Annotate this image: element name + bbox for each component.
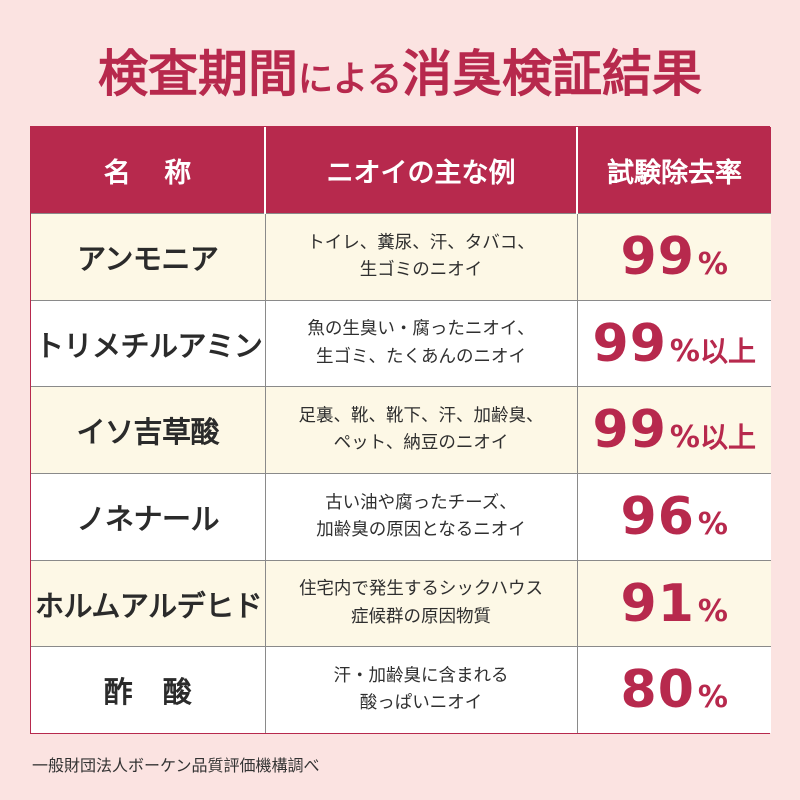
removal-rate: 96% xyxy=(576,473,771,561)
table-row: ノネナール 古い油や腐ったチーズ、 加齢臭の原因となるニオイ 96% xyxy=(31,473,771,561)
rate-unit: % xyxy=(669,420,700,456)
results-grid: 名 称 ニオイの主な例 試験除去率 アンモニア トイレ、糞尿、汗、タバコ、 生ゴ… xyxy=(31,127,771,733)
odor-examples: 古い油や腐ったチーズ、 加齢臭の原因となるニオイ xyxy=(264,473,577,561)
example-line: 古い油や腐ったチーズ、 xyxy=(325,492,517,513)
rate-unit: % xyxy=(697,593,728,629)
example-line: 生ゴミのニオイ xyxy=(359,259,483,280)
rate-value: 99 xyxy=(592,400,667,461)
rate-unit: % xyxy=(697,680,728,716)
odor-examples: 足裏、靴、靴下、汗、加齢臭、 ペット、納豆のニオイ xyxy=(264,386,577,474)
example-line: ペット、納豆のニオイ xyxy=(333,433,509,454)
rate-unit: % xyxy=(669,333,700,369)
removal-rate: 80% xyxy=(576,646,771,733)
table-header-row: 名 称 ニオイの主な例 試験除去率 xyxy=(31,127,771,214)
header-example: ニオイの主な例 xyxy=(264,127,577,214)
example-line: 住宅内で発生するシックハウス xyxy=(298,579,544,600)
odor-name: ノネナール xyxy=(31,473,265,561)
rate-value: 91 xyxy=(620,573,695,634)
odor-examples: トイレ、糞尿、汗、タバコ、 生ゴミのニオイ xyxy=(264,213,577,301)
header-rate: 試験除去率 xyxy=(576,127,771,214)
odor-name: 酢 酸 xyxy=(31,646,265,733)
example-line: 加齢臭の原因となるニオイ xyxy=(316,519,526,540)
odor-name: イソ吉草酸 xyxy=(31,386,265,474)
table-row: ホルムアルデヒド 住宅内で発生するシックハウス 症候群の原因物質 91% xyxy=(31,559,771,647)
rate-value: 99 xyxy=(592,313,667,374)
example-line: 魚の生臭い・腐ったニオイ、 xyxy=(307,319,535,340)
rate-suffix: 以上 xyxy=(699,421,756,455)
rate-unit: % xyxy=(697,506,728,542)
title-part-1: 検査期間 xyxy=(98,45,299,104)
rate-unit: % xyxy=(697,246,728,282)
odor-name: アンモニア xyxy=(31,213,265,301)
example-line: トイレ、糞尿、汗、タバコ、 xyxy=(307,232,535,253)
odor-examples: 住宅内で発生するシックハウス 症候群の原因物質 xyxy=(264,559,577,647)
removal-rate: 91% xyxy=(576,559,771,647)
example-line: 足裏、靴、靴下、汗、加齢臭、 xyxy=(298,406,544,427)
title-part-2: による xyxy=(298,60,402,101)
odor-examples: 魚の生臭い・腐ったニオイ、 生ゴミ、たくあんのニオイ xyxy=(264,299,577,387)
removal-rate: 99% xyxy=(576,213,771,301)
odor-name: ホルムアルデヒド xyxy=(31,559,265,647)
odor-name: トリメチルアミン xyxy=(31,299,265,387)
results-table: 名 称 ニオイの主な例 試験除去率 アンモニア トイレ、糞尿、汗、タバコ、 生ゴ… xyxy=(30,126,771,734)
rate-value: 80 xyxy=(620,660,695,721)
table-row: 酢 酸 汗・加齢臭に含まれる 酸っぱいニオイ 80% xyxy=(31,646,771,733)
rate-value: 99 xyxy=(620,226,695,287)
rate-suffix: 以上 xyxy=(699,334,756,368)
table-row: トリメチルアミン 魚の生臭い・腐ったニオイ、 生ゴミ、たくあんのニオイ 99 %以… xyxy=(31,299,771,387)
odor-examples: 汗・加齢臭に含まれる 酸っぱいニオイ xyxy=(264,646,577,733)
page-title: 検査期間による消臭検証結果 xyxy=(0,49,800,99)
removal-rate: 99 %以上 xyxy=(576,299,771,387)
removal-rate: 99 %以上 xyxy=(576,386,771,474)
example-line: 酸っぱいニオイ xyxy=(359,693,483,714)
title-part-3: 消臭検証結果 xyxy=(401,45,702,104)
example-line: 生ゴミ、たくあんのニオイ xyxy=(316,346,526,367)
example-line: 症候群の原因物質 xyxy=(351,606,491,627)
header-name: 名 称 xyxy=(31,127,265,214)
source-footnote: 一般財団法人ボーケン品質評価機構調べ xyxy=(32,756,320,775)
table-row: イソ吉草酸 足裏、靴、靴下、汗、加齢臭、 ペット、納豆のニオイ 99 %以上 xyxy=(31,386,771,474)
table-row: アンモニア トイレ、糞尿、汗、タバコ、 生ゴミのニオイ 99% xyxy=(31,213,771,301)
rate-value: 96 xyxy=(620,486,695,547)
example-line: 汗・加齢臭に含まれる xyxy=(333,666,509,687)
